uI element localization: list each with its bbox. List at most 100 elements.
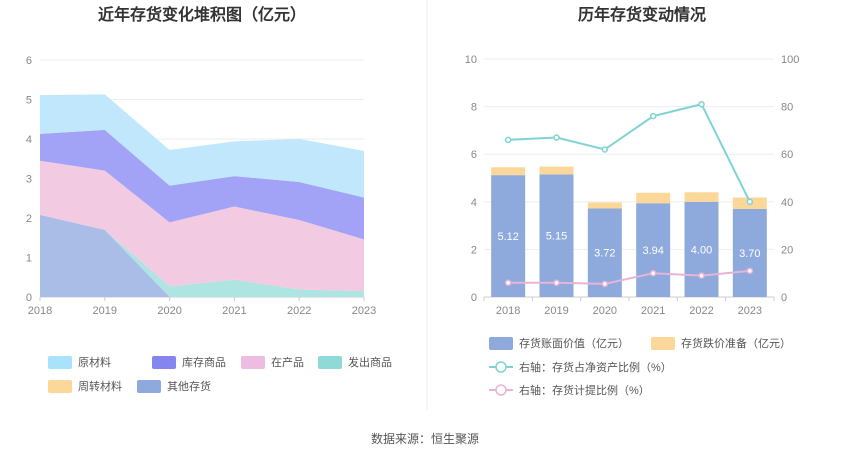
legend-item[interactable]: 在产品 [241,355,304,369]
legend-label: 存货账面价值（亿元） [519,336,629,350]
y-tick-label: 0 [471,292,477,304]
x-tick-label: 2021 [641,305,665,317]
y2-tick-label: 100 [781,54,799,66]
bar-存货账面价值（亿元） [684,201,719,297]
y-tick-label: 2 [471,244,477,256]
legend-marker [495,361,507,373]
legend-item[interactable]: 周转材料 [48,379,122,393]
bar-value-label: 3.72 [594,248,615,260]
y-tick-label: 2 [26,213,32,225]
bar-存货账面价值（亿元） [636,203,671,297]
left-chart-x-axis: 2018 2019 2020 2021 2022 2023 [28,297,376,317]
bar-存货跌价准备（亿元） [587,202,622,209]
legend-swatch [48,380,72,393]
legend-swatch [152,356,176,369]
bar-存货跌价准备（亿元） [539,166,574,175]
y2-tick-label: 20 [781,244,793,256]
legend-marker [495,384,507,396]
x-tick-label: 2018 [28,305,52,317]
left-chart-y-axis: 0 1 2 3 4 5 6 [26,55,32,304]
y-tick-label: 4 [26,134,32,146]
line-point [553,279,560,286]
bar-存货跌价准备（亿元） [491,167,526,176]
x-tick-label: 2020 [593,305,617,317]
right-chart-right-axis: 0 20 40 60 80 100 [781,54,799,304]
right-chart-legend[interactable]: 存货账面价值（亿元） 存货跌价准备（亿元） 右轴：存货占净资产比例（%） 右轴：存货计… [489,336,791,397]
bar-存货跌价准备（亿元） [684,192,719,202]
right-chart-gridlines [484,58,774,298]
x-tick-label: 2022 [287,305,311,317]
legend-item[interactable]: 右轴：存货占净资产比例（%） [489,360,672,374]
y-tick-label: 8 [471,102,477,114]
legend-swatch [241,356,265,369]
y-tick-label: 4 [471,197,477,209]
bar-value-label: 4.00 [691,244,712,256]
line-point [698,100,705,108]
legend-item[interactable]: 原材料 [48,355,111,369]
legend-item[interactable]: 右轴：存货计提比例（%） [489,383,650,397]
line-point [601,146,609,153]
legend-item[interactable]: 其他存货 [137,379,211,393]
left-chart-areas [40,94,364,297]
right-chart-x-axis: 2018 2019 2020 2021 2022 2023 [483,297,775,317]
x-tick-label: 2019 [93,305,117,317]
y-tick-label: 0 [26,292,32,304]
legend-label: 库存商品 [182,355,226,369]
area-在产品 [40,160,364,292]
legend-swatch [318,356,342,369]
legend-label: 其他存货 [167,379,211,393]
data-source: 数据来源：恒生聚源 [371,431,479,446]
legend-item[interactable]: 库存商品 [152,355,226,369]
y-tick-label: 10 [465,54,477,66]
x-tick-label: 2018 [496,305,520,317]
legend-swatch [137,380,161,393]
x-tick-label: 2020 [157,305,181,317]
line-右轴：存货计提比例（%） [508,269,750,285]
legend-label: 周转材料 [78,379,122,393]
line-point [504,279,512,286]
bar-存货跌价准备（亿元） [636,192,671,204]
line-point [553,134,560,141]
y-tick-label: 6 [26,55,32,67]
y-tick-label: 5 [26,95,32,107]
legend-label: 在产品 [271,355,304,369]
legend-label: 原材料 [78,355,111,369]
x-tick-label: 2023 [352,305,376,317]
legend-label: 存货跌价准备（亿元） [681,336,791,350]
y-tick-label: 1 [26,253,32,265]
bar-value-label: 3.94 [642,245,663,257]
bar-存货账面价值（亿元） [539,174,574,297]
x-tick-label: 2023 [738,305,762,317]
legend-swatch [48,356,72,369]
legend-label: 右轴：存货计提比例（%） [519,383,650,397]
bar-存货账面价值（亿元） [732,208,767,297]
legend-item[interactable]: 存货跌价准备（亿元） [651,336,791,350]
legend-swatch [651,337,675,350]
bar-value-label: 5.15 [546,231,567,243]
y-tick-label: 6 [471,149,477,161]
x-tick-label: 2019 [544,305,568,317]
right-chart-title: 历年存货变动情况 [578,5,706,24]
line-point [601,280,609,288]
area-库存商品 [40,129,364,240]
legend-label: 右轴：存货占净资产比例（%） [519,360,672,374]
right-chart-lines [504,100,754,288]
y2-tick-label: 60 [781,149,793,161]
line-point [649,269,657,277]
line-point [746,267,754,275]
bar-value-label: 3.70 [739,248,760,260]
legend-item[interactable]: 发出商品 [318,355,392,369]
x-tick-label: 2021 [222,305,246,317]
area-原材料 [40,94,364,198]
legend-item[interactable]: 存货账面价值（亿元） [489,336,629,350]
bar-存货账面价值（亿元） [491,175,526,297]
y2-tick-label: 0 [781,292,787,304]
legend-label: 发出商品 [348,355,392,369]
legend-swatch [489,337,513,350]
y2-tick-label: 40 [781,197,793,209]
right-chart-bar-labels: 5.12 5.15 3.72 3.94 4.00 3.70 [497,231,760,260]
left-chart-title: 近年存货变化堆积图（亿元） [98,5,306,24]
bar-value-label: 5.12 [497,231,518,243]
